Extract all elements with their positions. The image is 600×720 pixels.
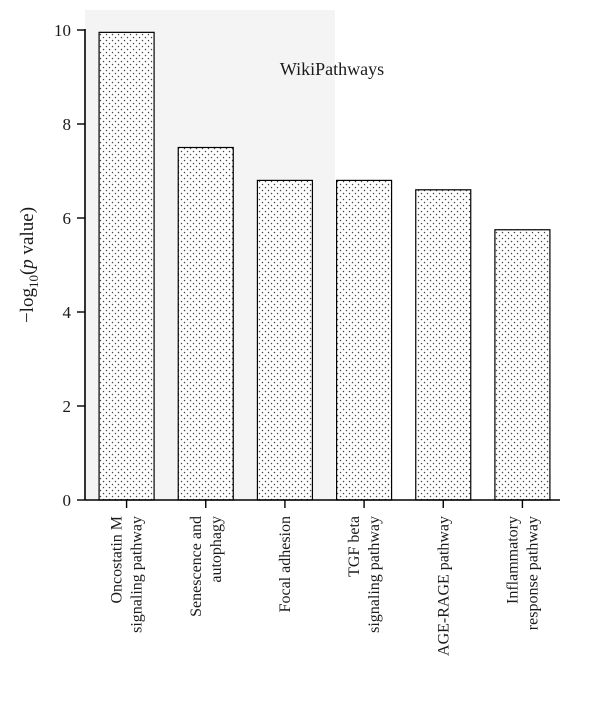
x-tick-label-2: Senescence and autophagy	[188, 516, 225, 617]
chart-title: WikiPathways	[280, 59, 384, 79]
axes-group	[77, 29, 560, 508]
y-tick-label-4: 4	[63, 303, 72, 322]
bar-4	[335, 179, 393, 501]
bar-1	[98, 31, 155, 501]
y-tick-label-8: 8	[63, 115, 72, 134]
y-tick-label-2: 2	[63, 397, 72, 416]
x-tick-label-6: Inflammatory response pathway	[504, 516, 541, 630]
y-tick-label-0: 0	[63, 491, 72, 510]
x-tick-label-3: Focal adhesion	[277, 516, 294, 612]
bars-group	[98, 31, 551, 501]
y-tick-label-10: 10	[54, 21, 71, 40]
x-tick-label-4: TGF beta signaling pathway	[346, 516, 383, 633]
bar-2	[177, 146, 234, 501]
bar-6	[494, 229, 551, 501]
y-axis-label: −log10(p value)	[17, 207, 41, 323]
y-tick-label-6: 6	[63, 209, 72, 228]
bar-5	[415, 189, 472, 501]
x-tick-label-5: AGE-RAGE pathway	[435, 516, 452, 656]
bar-3	[256, 179, 314, 501]
